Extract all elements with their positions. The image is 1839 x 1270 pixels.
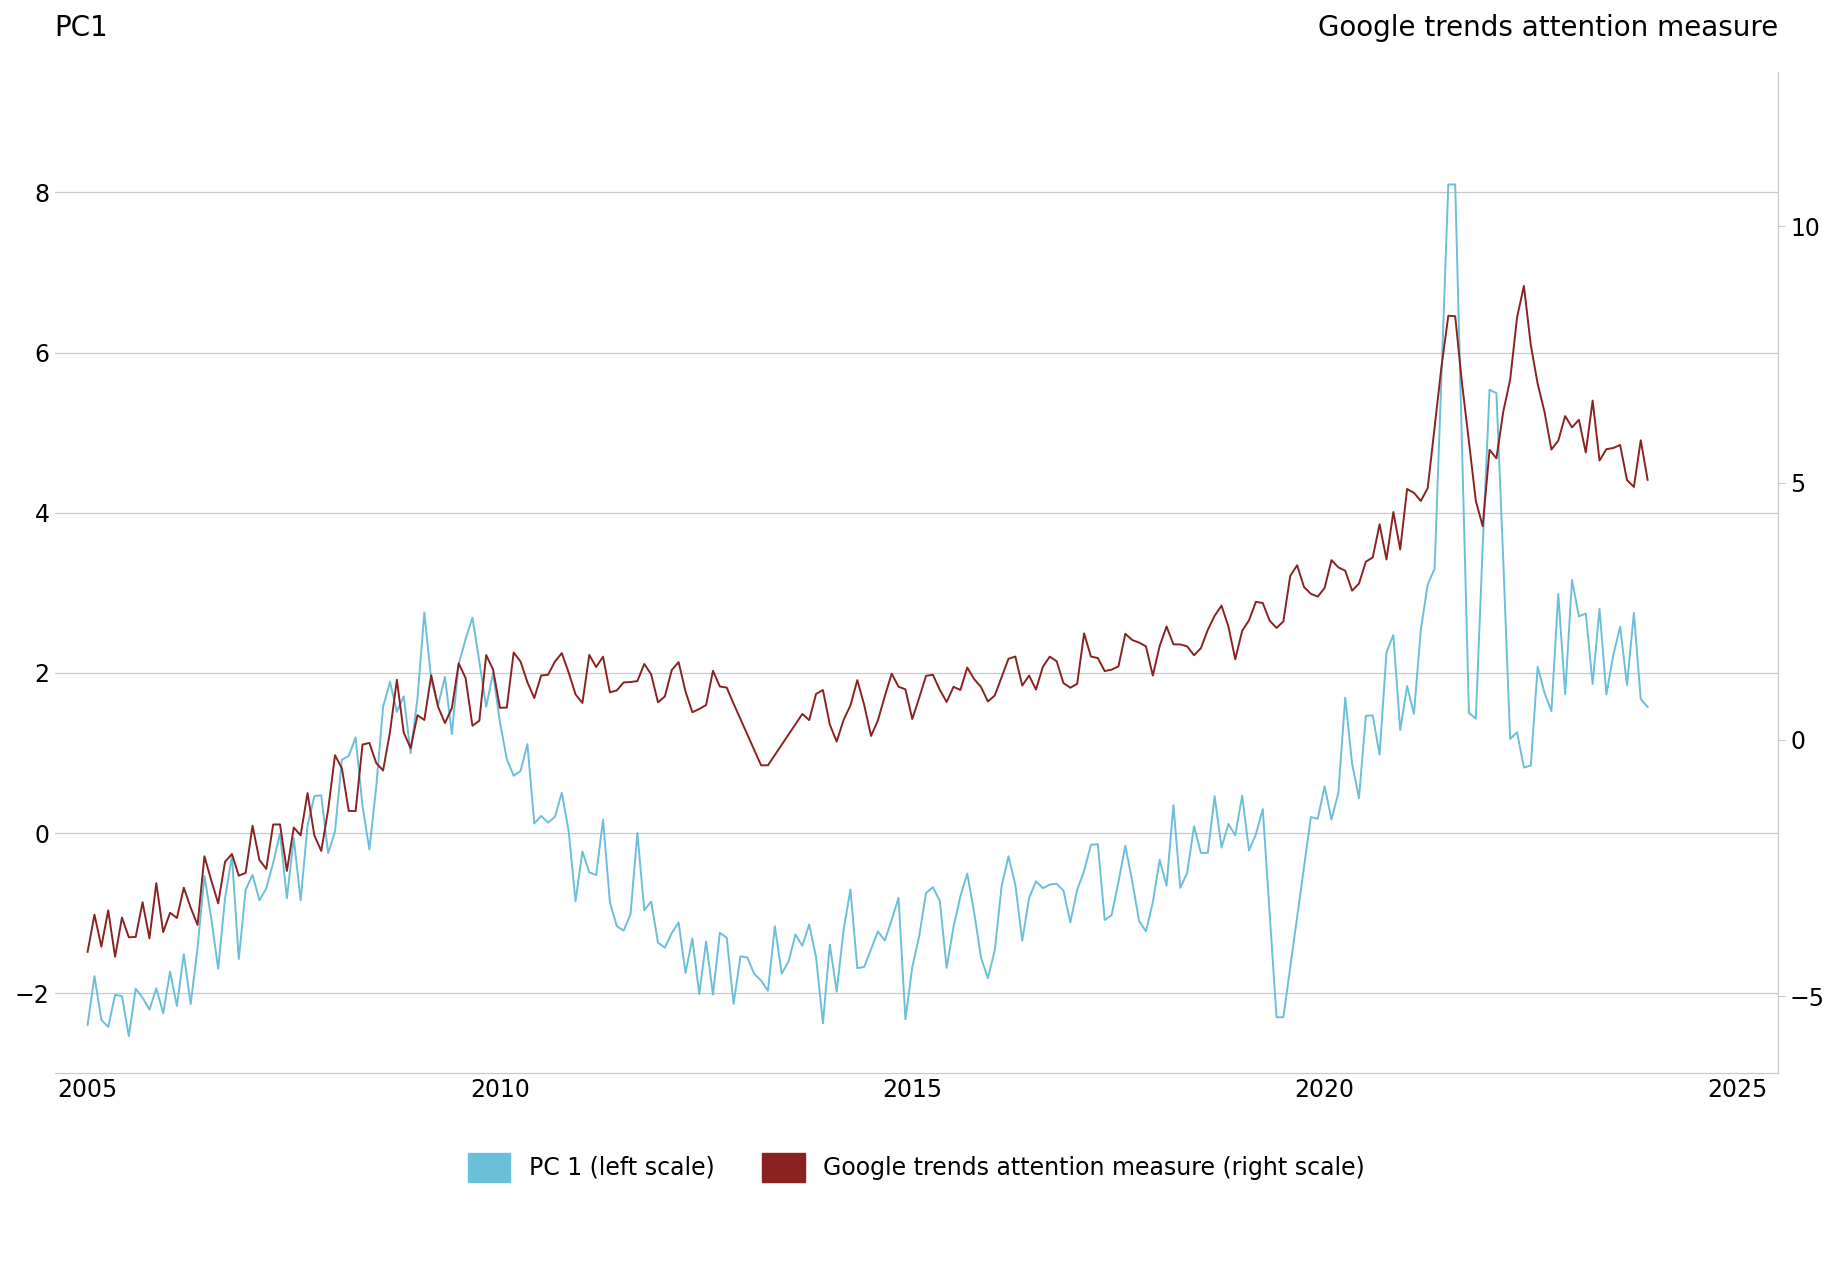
Legend: PC 1 (left scale), Google trends attention measure (right scale): PC 1 (left scale), Google trends attenti…	[467, 1153, 1365, 1181]
Text: Google trends attention measure: Google trends attention measure	[1317, 14, 1776, 42]
Text: PC1: PC1	[55, 14, 109, 42]
